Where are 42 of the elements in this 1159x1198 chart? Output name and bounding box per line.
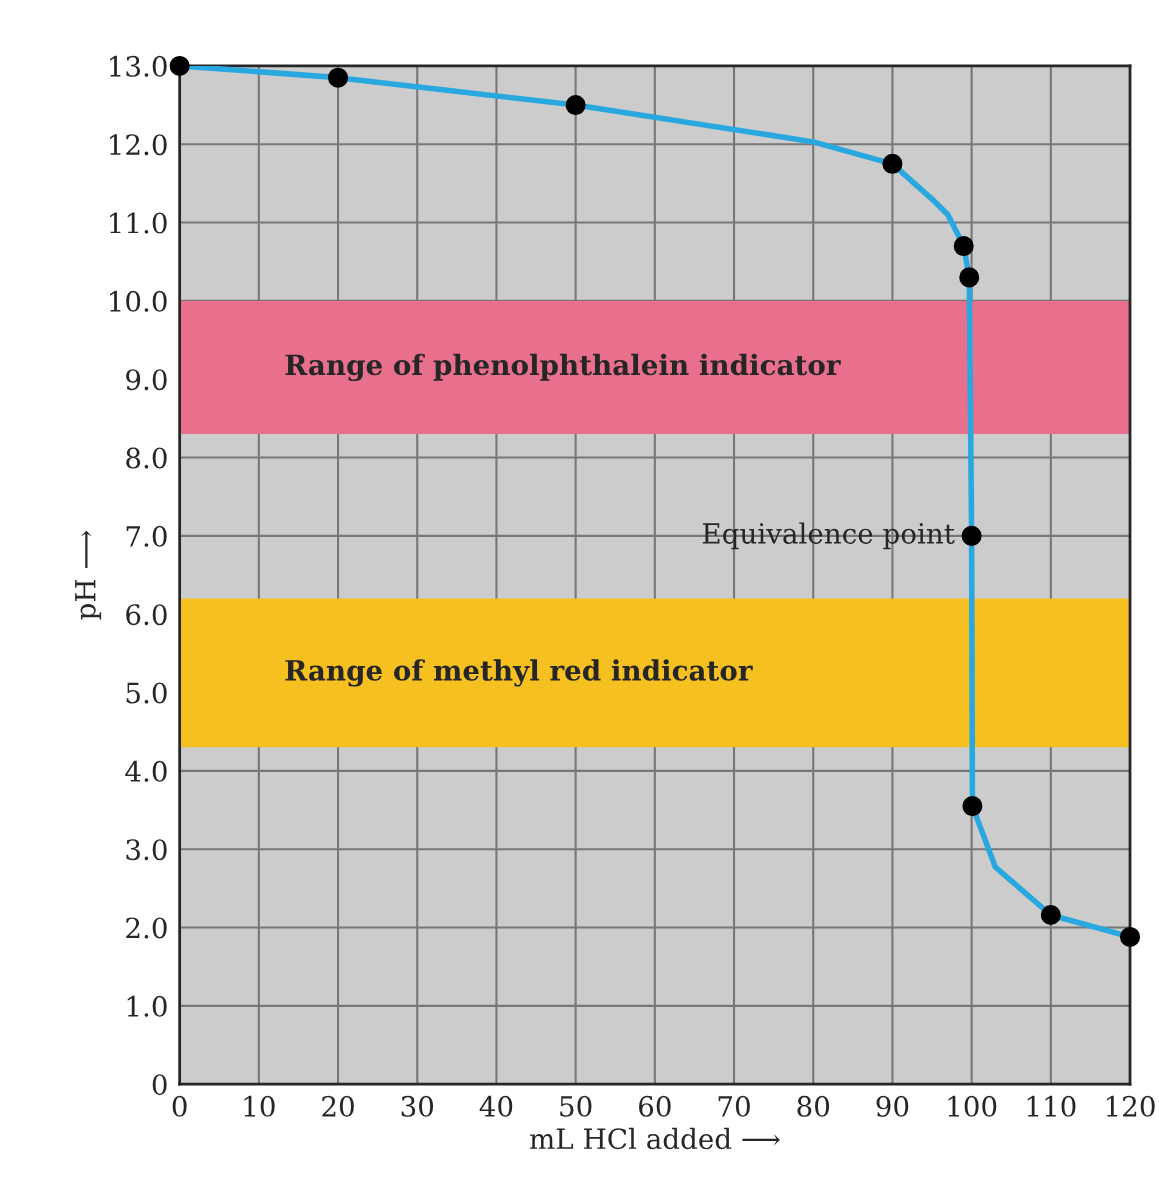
x-tick-label: 100: [948, 1095, 997, 1117]
point: [953, 236, 974, 257]
annotation: Equivalence point: [702, 522, 955, 550]
x-tick-label: 10: [244, 1095, 275, 1117]
x-tick-label: 20: [322, 1095, 354, 1117]
y-tick-label: 11.0: [110, 212, 167, 234]
point: [959, 267, 980, 288]
x-tick-label: 70: [718, 1095, 750, 1117]
x-tick-label: 90: [876, 1095, 909, 1117]
y-tick-label: 2.0: [126, 917, 167, 939]
y-tick-label: 5.0: [126, 682, 167, 704]
point: [1040, 904, 1061, 926]
point: [565, 95, 586, 116]
x-axis-title: mL HCl added ⟶: [529, 1127, 780, 1150]
x-tick-label: 40: [479, 1095, 513, 1117]
y-tick-label: 3.0: [126, 839, 167, 861]
band-label: Range of phenolphthalein indicator: [285, 353, 841, 382]
y-tick-label: 13.0: [110, 55, 167, 77]
y-tick-label: 9.0: [126, 369, 167, 391]
x-tick-label: 60: [639, 1095, 671, 1117]
y-tick-label: 10.0: [110, 290, 167, 312]
y-tick-label: 0: [152, 1074, 167, 1096]
point: [328, 67, 349, 88]
x-tick-label: 80: [797, 1095, 830, 1117]
y-tick-label: 4.0: [125, 760, 167, 782]
y-tick-label: 7.0: [126, 525, 167, 547]
x-tick-label: 50: [560, 1095, 592, 1117]
x-tick-label: 110: [1027, 1095, 1076, 1117]
point: [961, 525, 982, 546]
point: [169, 55, 190, 76]
point: [1120, 926, 1141, 947]
y-tick-label: 12.0: [110, 134, 167, 156]
y-axis-title: pH ⟶: [75, 530, 102, 620]
x-tick-label: 120: [1106, 1095, 1155, 1117]
point: [882, 153, 903, 174]
y-tick-label: 8.0: [126, 447, 167, 469]
y-tick-label: 6.0: [126, 604, 167, 626]
x-tick-label: 30: [401, 1095, 434, 1117]
point: [962, 796, 983, 817]
band-label: Range of methyl red indicator: [285, 659, 753, 687]
x-tick-label: 0: [172, 1095, 187, 1117]
y-tick-label: 1.0: [127, 995, 167, 1017]
